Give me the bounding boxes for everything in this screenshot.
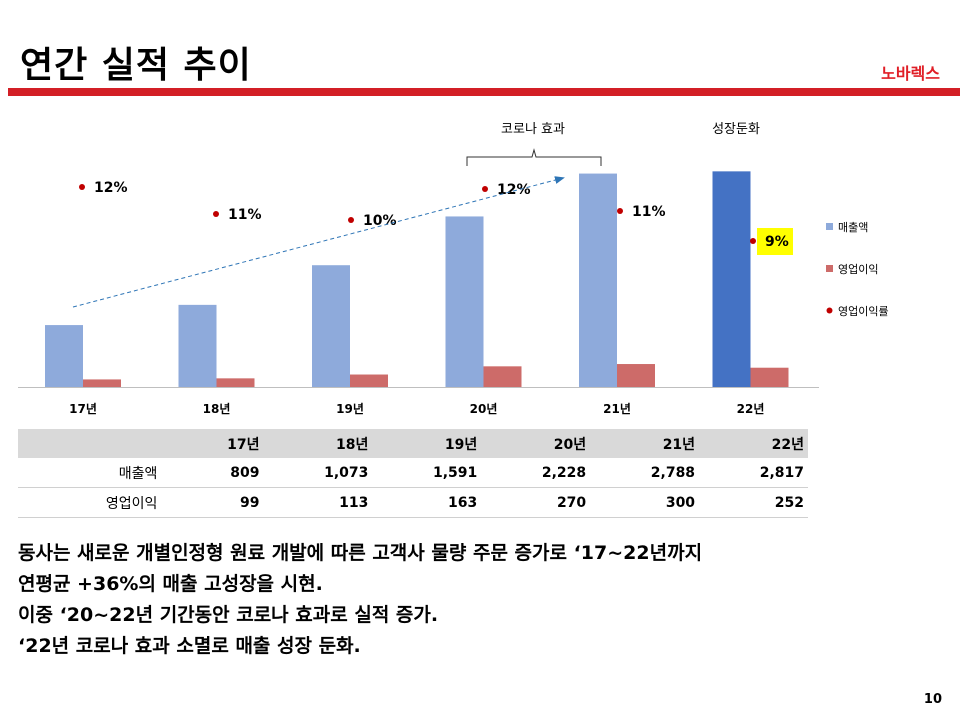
margin-label: 9% — [765, 234, 789, 250]
table-header-cell: 18년 — [263, 429, 373, 458]
table-cell: 300 — [590, 487, 700, 518]
legend-label: 영업이익 — [838, 263, 878, 276]
table-header-cell: 17년 — [179, 429, 264, 458]
margin-marker — [750, 238, 756, 244]
op-profit-bar — [350, 374, 388, 387]
table-cell: 252 — [699, 487, 808, 518]
table-header-cell: 20년 — [481, 429, 591, 458]
revenue-bar — [445, 216, 484, 387]
table-cell: 113 — [263, 487, 373, 518]
sales-profit-chart: 17년 18년 19년 20년 21년 22년 12% 11% 10% 12% 11% 9% 매출액영업… — [18, 148, 889, 416]
margin-label: 11% — [228, 207, 262, 223]
summary-line: 연평균 +36%의 매출 고성장을 시현. — [18, 573, 323, 595]
table-header-cell: 22년 — [699, 429, 808, 458]
table-header-cell — [18, 429, 180, 458]
table-cell: 99 — [179, 487, 264, 518]
growth-slowdown-label: 성장둔화 — [712, 122, 760, 137]
table-row: 매출액 809 1,073 1,591 2,228 2,788 2,817 — [18, 458, 808, 488]
revenue-bar — [45, 325, 83, 387]
margin-label-highlight — [757, 228, 793, 255]
legend-swatch — [826, 265, 833, 272]
x-tick-label: 22년 — [737, 402, 765, 416]
legend-label: 영업이익률 — [838, 305, 889, 318]
page-title: 연간 실적 추이 — [20, 45, 252, 86]
x-tick-label: 19년 — [336, 402, 364, 416]
table-cell: 809 — [179, 458, 264, 488]
legend-swatch — [826, 307, 833, 314]
revenue-bar — [712, 171, 751, 387]
x-tick-label: 18년 — [203, 402, 231, 416]
x-tick-label: 17년 — [69, 402, 97, 416]
op-profit-bar — [617, 364, 655, 387]
revenue-bar — [178, 304, 217, 387]
table-cell: 1,591 — [372, 458, 482, 488]
summary-line: 이중 ‘20~22년 기간동안 코로나 효과로 실적 증가. — [18, 604, 439, 626]
table-header-row: 17년 18년 19년 20년 21년 22년 — [18, 429, 808, 458]
x-tick-label: 21년 — [603, 402, 631, 416]
summary-line: ‘22년 코로나 효과 소멸로 매출 성장 둔화. — [18, 635, 361, 657]
table-cell: 270 — [481, 487, 591, 518]
margin-marker — [79, 184, 85, 190]
summary-text: 동사는 새로운 개별인정형 원료 개발에 따른 고객사 물량 주문 증가로 ‘1… — [18, 538, 702, 662]
margin-label: 12% — [94, 180, 128, 196]
table-cell: 2,228 — [481, 458, 591, 488]
table-cell: 2,817 — [699, 458, 808, 488]
brand-logo-text: 노바렉스 — [881, 64, 940, 83]
title-divider — [8, 88, 960, 96]
covid-brace — [466, 148, 602, 166]
table-cell: 1,073 — [263, 458, 373, 488]
x-tick-label: 20년 — [470, 402, 498, 416]
op-profit-bar — [750, 367, 789, 387]
table-row: 영업이익 99 113 163 270 300 252 — [18, 487, 808, 518]
margin-label: 12% — [497, 182, 531, 198]
op-profit-bar — [483, 366, 522, 387]
revenue-bar — [579, 173, 617, 387]
row-label: 영업이익 — [18, 487, 180, 518]
performance-table: 17년 18년 19년 20년 21년 22년 매출액 809 1,073 1,… — [18, 429, 808, 518]
op-profit-bar — [83, 379, 121, 387]
revenue-bar — [312, 265, 350, 387]
trend-arrow — [72, 176, 565, 308]
margin-label: 10% — [363, 213, 397, 229]
page-number: 10 — [923, 692, 942, 707]
margin-marker — [482, 186, 488, 192]
table-cell: 2,788 — [590, 458, 700, 488]
margin-marker — [348, 217, 354, 223]
table-header-cell: 19년 — [372, 429, 482, 458]
margin-marker — [213, 211, 219, 217]
covid-effect-label: 코로나 효과 — [501, 122, 565, 137]
row-label: 매출액 — [18, 458, 180, 488]
legend-swatch — [826, 223, 833, 230]
table-header-cell: 21년 — [590, 429, 700, 458]
op-profit-bar — [216, 378, 255, 387]
legend-label: 매출액 — [838, 221, 868, 234]
table-cell: 163 — [372, 487, 482, 518]
summary-line: 동사는 새로운 개별인정형 원료 개발에 따른 고객사 물량 주문 증가로 ‘1… — [18, 542, 703, 564]
margin-marker — [617, 208, 623, 214]
margin-label: 11% — [632, 204, 666, 220]
